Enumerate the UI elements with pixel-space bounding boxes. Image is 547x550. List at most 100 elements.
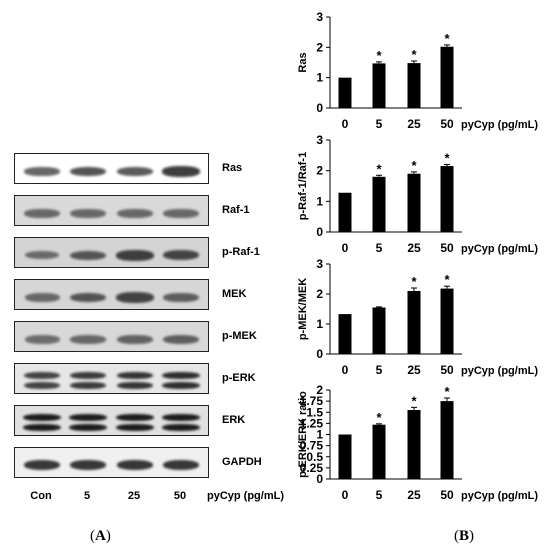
blot-band bbox=[24, 251, 60, 260]
blot-band bbox=[117, 334, 153, 344]
blot-label-gapdh: GAPDH bbox=[222, 456, 262, 468]
x-tick-label: 0 bbox=[342, 488, 349, 502]
blot-row-raf-1 bbox=[14, 195, 209, 226]
blot-band bbox=[69, 166, 107, 177]
y-tick-label: 1.5 bbox=[306, 405, 323, 419]
bar bbox=[372, 176, 386, 232]
y-tick-label: 2 bbox=[316, 40, 323, 54]
significance-marker: * bbox=[444, 384, 450, 399]
blot-band bbox=[69, 292, 107, 303]
blot-row-p-erk bbox=[14, 363, 209, 394]
blot-band bbox=[70, 334, 106, 344]
y-tick-label: 1 bbox=[316, 194, 323, 208]
significance-marker: * bbox=[411, 393, 417, 408]
y-tick-label: 2 bbox=[316, 287, 323, 301]
y-tick-label: 3 bbox=[316, 133, 323, 147]
significance-marker: * bbox=[376, 161, 382, 176]
blot-band bbox=[70, 250, 106, 260]
blot-band bbox=[69, 414, 107, 421]
panel-label-a: (A) bbox=[90, 528, 111, 544]
blot-band bbox=[69, 382, 107, 389]
bar bbox=[440, 288, 454, 354]
significance-marker: * bbox=[411, 274, 417, 289]
x-unit-label: pyCyp (pg/mL) bbox=[461, 365, 538, 377]
y-tick-label: 1.75 bbox=[300, 394, 324, 408]
blot-row-mek bbox=[14, 279, 209, 310]
blot-band bbox=[162, 166, 200, 177]
blot-row-erk bbox=[14, 405, 209, 436]
blot-band bbox=[69, 460, 107, 471]
y-tick-label: 0 bbox=[316, 472, 323, 486]
x-unit-label: pyCyp (pg/mL) bbox=[461, 243, 538, 255]
y-tick-label: 0 bbox=[316, 347, 323, 361]
x-tick-label: 25 bbox=[407, 117, 421, 131]
panel-label-b-text: B bbox=[459, 528, 470, 544]
blot-row-ras bbox=[14, 153, 209, 184]
x-tick-label: 50 bbox=[440, 363, 454, 377]
bar bbox=[338, 192, 352, 232]
x-tick-label: 5 bbox=[376, 488, 383, 502]
y-axis-label: p-ERK/ERK ratio bbox=[297, 391, 309, 478]
blot-label-p-erk: p-ERK bbox=[222, 372, 256, 384]
blot-band bbox=[163, 208, 199, 218]
x-tick-label: 50 bbox=[440, 241, 454, 255]
x-tick-label: 25 bbox=[407, 363, 421, 377]
y-axis-label: Ras bbox=[297, 52, 309, 72]
y-tick-label: 1 bbox=[316, 317, 323, 331]
blot-band bbox=[162, 460, 200, 471]
blot-band bbox=[116, 424, 154, 431]
blot-band bbox=[163, 292, 199, 302]
x-tick-label: 50 bbox=[440, 488, 454, 502]
blot-band bbox=[23, 372, 61, 379]
blot-band bbox=[69, 424, 107, 431]
blot-label-raf-1: Raf-1 bbox=[222, 204, 250, 216]
blot-band bbox=[23, 382, 61, 389]
significance-marker: * bbox=[444, 151, 450, 166]
x-tick-label: 5 bbox=[376, 241, 383, 255]
blot-band bbox=[162, 250, 200, 261]
bar bbox=[338, 77, 352, 108]
blot-band bbox=[24, 166, 60, 176]
blot-band bbox=[117, 208, 153, 218]
y-axis-label: p-Raf-1/Raf-1 bbox=[297, 152, 309, 220]
significance-marker: * bbox=[411, 47, 417, 62]
blot-row-p-mek bbox=[14, 321, 209, 352]
blot-lane-label: 5 bbox=[83, 490, 91, 502]
y-tick-label: 1 bbox=[316, 71, 323, 85]
blot-band bbox=[24, 208, 60, 218]
significance-marker: * bbox=[376, 48, 382, 63]
blot-band bbox=[70, 208, 106, 218]
y-tick-label: 3 bbox=[316, 10, 323, 24]
blot-row-p-raf-1 bbox=[14, 237, 209, 268]
blot-band bbox=[69, 372, 107, 379]
significance-marker: * bbox=[444, 272, 450, 287]
x-tick-label: 0 bbox=[342, 363, 349, 377]
bar bbox=[440, 166, 454, 232]
panel-label-a-text: A bbox=[95, 528, 106, 544]
bar bbox=[407, 291, 421, 354]
blot-band bbox=[163, 334, 199, 344]
bar bbox=[407, 173, 421, 232]
blot-band bbox=[162, 372, 200, 379]
bar bbox=[338, 434, 352, 479]
blot-lane-label: Con bbox=[30, 490, 52, 502]
y-tick-label: 1 bbox=[316, 428, 323, 442]
bar bbox=[372, 307, 386, 354]
blot-band bbox=[116, 250, 154, 261]
blot-lane-label: 50 bbox=[173, 490, 187, 502]
blot-band bbox=[23, 460, 61, 471]
blot-band bbox=[162, 424, 200, 431]
y-tick-label: 2 bbox=[316, 164, 323, 178]
blot-unit-label: pyCyp (pg/mL) bbox=[207, 490, 284, 502]
blot-band bbox=[23, 414, 61, 421]
blot-label-mek: MEK bbox=[222, 288, 247, 300]
blot-band bbox=[162, 414, 200, 421]
bar bbox=[407, 410, 421, 479]
x-unit-label: pyCyp (pg/mL) bbox=[461, 119, 538, 131]
y-tick-label: 2 bbox=[316, 383, 323, 397]
significance-marker: * bbox=[444, 31, 450, 46]
blot-band bbox=[116, 460, 154, 471]
y-tick-label: 0 bbox=[316, 101, 323, 115]
